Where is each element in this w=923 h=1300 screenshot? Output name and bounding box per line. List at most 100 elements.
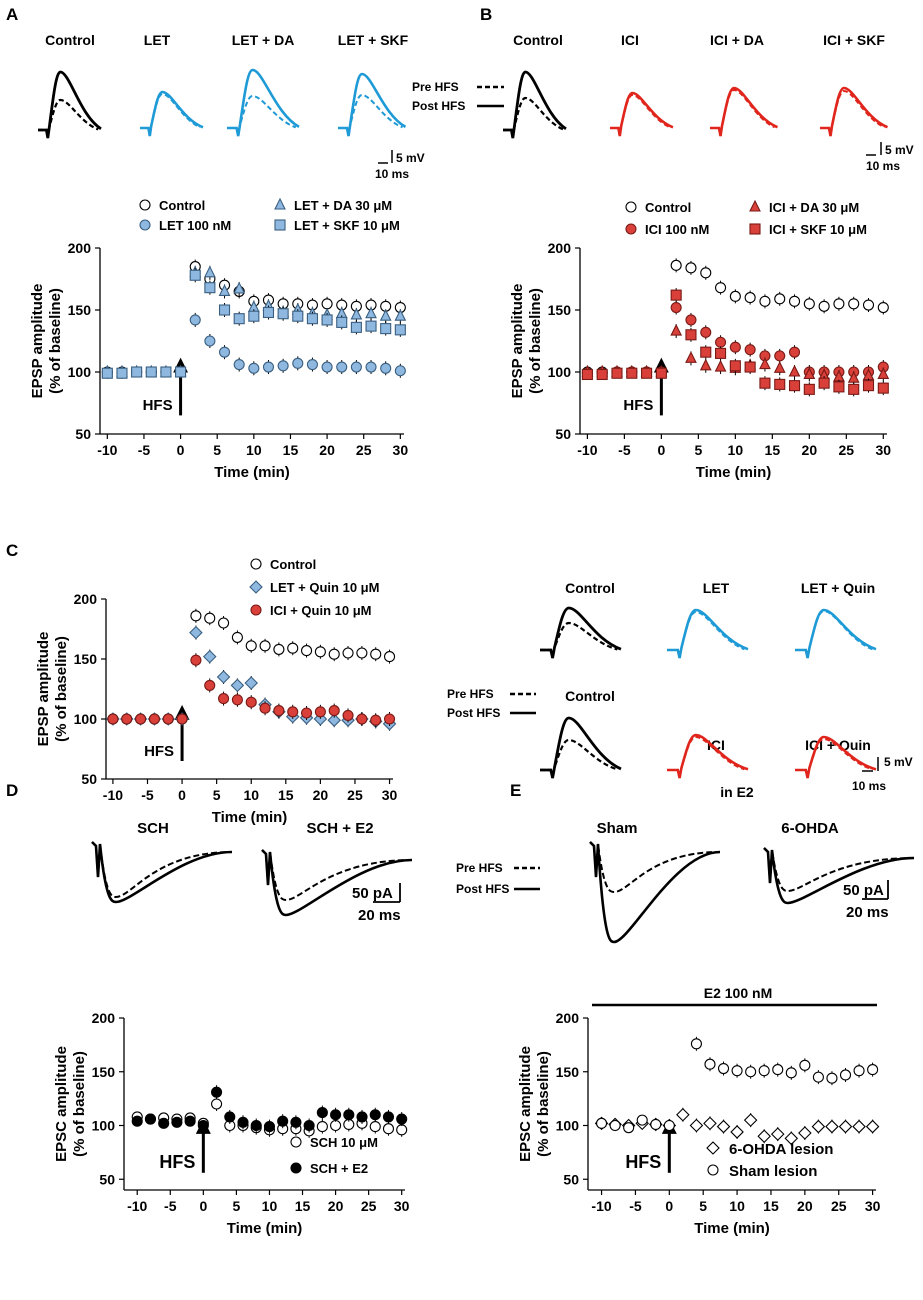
trace-c-control2-post bbox=[540, 716, 622, 779]
scale-label-ms-b: 10 ms bbox=[866, 159, 900, 173]
y-axis-label: EPSP amplitude bbox=[35, 632, 52, 747]
data-point bbox=[306, 313, 318, 325]
data-point bbox=[290, 1116, 302, 1128]
data-point bbox=[231, 694, 243, 706]
data-point bbox=[729, 290, 741, 302]
trace-a-let-skf-post bbox=[338, 72, 407, 137]
x-tick-label: -10 bbox=[127, 1198, 147, 1214]
data-point bbox=[729, 341, 741, 353]
trace-a-control-post bbox=[38, 70, 102, 139]
legend-label: Control bbox=[159, 198, 205, 213]
data-point bbox=[663, 1119, 675, 1132]
trace-c-control-pre bbox=[540, 621, 618, 659]
hfs-label: HFS bbox=[625, 1152, 661, 1172]
data-point bbox=[848, 383, 860, 395]
data-point bbox=[287, 642, 299, 654]
panel-letter-d: D bbox=[6, 781, 18, 800]
data-point bbox=[175, 366, 187, 378]
legend-label: LET + DA 30 μM bbox=[294, 198, 392, 213]
traces-panel-b bbox=[503, 70, 889, 139]
data-point bbox=[321, 298, 333, 310]
data-point bbox=[204, 282, 216, 294]
data-point bbox=[189, 314, 201, 326]
data-point bbox=[262, 306, 275, 319]
x-tick-label: 25 bbox=[839, 442, 855, 458]
data-point bbox=[670, 289, 682, 301]
data-point bbox=[774, 350, 786, 362]
panel-letter-a: A bbox=[6, 5, 18, 24]
data-point bbox=[396, 1113, 408, 1125]
x-tick-label: -5 bbox=[629, 1198, 642, 1214]
y-tick-label: 50 bbox=[75, 426, 91, 442]
panel-letter-e: E bbox=[510, 781, 521, 800]
data-point bbox=[250, 1119, 262, 1132]
data-point bbox=[314, 646, 326, 658]
data-point bbox=[818, 377, 830, 389]
data-point bbox=[877, 382, 889, 394]
data-point bbox=[327, 713, 341, 727]
legend-pre-hfs-b: Pre HFS bbox=[412, 80, 459, 94]
trace-e-sham-pre bbox=[589, 841, 721, 894]
series-ici-skf-10-m bbox=[581, 288, 889, 397]
data-point bbox=[383, 651, 396, 663]
x-tick-label: -10 bbox=[97, 442, 117, 458]
legend-pre-hfs-e: Pre HFS bbox=[456, 861, 503, 875]
y-axis-label-2: (% of baseline) bbox=[71, 1051, 88, 1157]
data-point bbox=[273, 643, 285, 655]
data-point bbox=[772, 1064, 784, 1076]
trace-c-control-post bbox=[540, 606, 622, 659]
data-point bbox=[715, 347, 727, 359]
data-point bbox=[744, 292, 756, 304]
x-axis-label: Time (min) bbox=[227, 1220, 303, 1237]
hfs-label: HFS bbox=[623, 397, 653, 414]
data-point bbox=[145, 366, 157, 378]
data-point bbox=[101, 367, 113, 379]
data-point bbox=[301, 645, 313, 657]
x-axis-label: Time (min) bbox=[694, 1220, 770, 1237]
data-point bbox=[744, 361, 756, 373]
data-point bbox=[365, 361, 377, 373]
data-point bbox=[121, 713, 133, 725]
y-axis-label-2: (% of baseline) bbox=[47, 288, 64, 394]
legend-marker bbox=[250, 558, 262, 570]
data-point bbox=[218, 284, 231, 296]
data-point bbox=[356, 713, 368, 725]
x-tick-label: 5 bbox=[213, 442, 221, 458]
data-point bbox=[803, 298, 815, 310]
data-point bbox=[328, 705, 340, 717]
y-axis-label-2: (% of baseline) bbox=[53, 636, 70, 742]
x-axis-label: Time (min) bbox=[212, 809, 288, 826]
trace-e-6ohda-pre bbox=[763, 847, 915, 893]
data-point bbox=[394, 308, 407, 321]
data-point bbox=[729, 360, 741, 372]
data-point bbox=[336, 361, 348, 373]
data-point bbox=[224, 1111, 236, 1123]
x-tick-label: 30 bbox=[865, 1198, 881, 1214]
legend-marker bbox=[290, 1162, 302, 1174]
legend-marker bbox=[249, 580, 263, 594]
data-point bbox=[670, 259, 682, 271]
data-point bbox=[370, 648, 382, 660]
scale-label-pa-d: 50 pA bbox=[352, 885, 393, 902]
traces-panel-c bbox=[540, 606, 877, 779]
data-point bbox=[244, 676, 259, 690]
data-point bbox=[700, 346, 712, 358]
trace-label-e-6ohda: 6-OHDA bbox=[781, 820, 839, 837]
data-point bbox=[623, 1122, 635, 1134]
x-tick-label: 20 bbox=[319, 442, 335, 458]
data-point bbox=[848, 298, 860, 310]
trace-d-sch-e2-post bbox=[261, 849, 413, 917]
x-tick-label: 5 bbox=[213, 787, 221, 803]
y-tick-label: 200 bbox=[68, 240, 92, 256]
data-point bbox=[259, 640, 271, 652]
chart-d: -10 -5 0 5 10 15 20 25 30 50 100 150 200 Time (min) EP… bbox=[53, 1010, 410, 1237]
data-point bbox=[394, 324, 406, 336]
trace-d-sch-pre bbox=[91, 841, 233, 899]
data-point bbox=[700, 267, 712, 279]
data-point bbox=[825, 1119, 839, 1134]
data-point bbox=[700, 326, 712, 338]
data-point bbox=[744, 344, 756, 356]
y-axis-label: EPSC amplitude bbox=[53, 1046, 70, 1162]
legend-marker bbox=[139, 219, 151, 231]
data-point bbox=[717, 1062, 730, 1075]
